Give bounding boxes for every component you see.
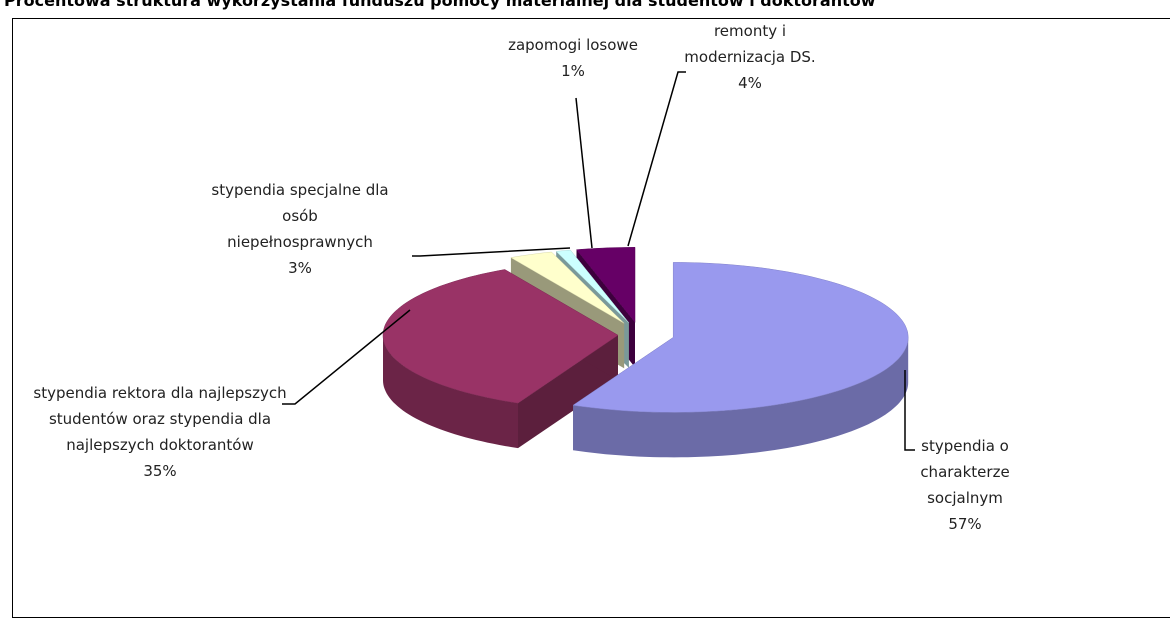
category-label: stypendia rektora dla najlepszych studen… xyxy=(33,384,287,454)
data-label: stypendia o charakterze socjalnym 57% xyxy=(890,433,1040,537)
slice-top xyxy=(576,247,636,324)
slice-wall xyxy=(573,337,909,458)
value-label: 3% xyxy=(288,259,312,277)
slice-top xyxy=(555,249,629,323)
data-label: zapomogi losowe 1% xyxy=(483,32,663,84)
data-label: remonty i modernizacja DS. 4% xyxy=(675,18,825,96)
leader-line xyxy=(575,97,593,249)
data-label: stypendia rektora dla najlepszych studen… xyxy=(25,380,295,484)
slice-wall xyxy=(383,335,518,449)
value-label: 1% xyxy=(561,62,585,80)
category-label: remonty i modernizacja DS. xyxy=(684,22,816,66)
leader-line xyxy=(627,71,686,247)
value-label: 35% xyxy=(143,462,177,480)
chart-title: Procentowa struktura wykorzystania fundu… xyxy=(4,0,876,10)
leader-line xyxy=(904,370,915,451)
page: {"chart_data": {"type": "pie3d", "title"… xyxy=(4,0,1170,618)
leader-line xyxy=(282,309,411,405)
value-label: 57% xyxy=(948,515,982,533)
category-label: zapomogi losowe xyxy=(508,36,638,54)
slice-top xyxy=(510,251,625,324)
chart xyxy=(282,71,915,458)
value-label: 4% xyxy=(738,74,762,92)
slice xyxy=(382,269,619,449)
slice xyxy=(572,262,909,458)
data-label: stypendia specjalne dla osób niepełnospr… xyxy=(210,177,390,281)
category-label: stypendia specjalne dla osób niepełnospr… xyxy=(211,181,389,251)
slice-top xyxy=(572,262,909,413)
slice-top xyxy=(382,269,619,404)
leader-line xyxy=(412,247,571,257)
category-label: stypendia o charakterze socjalnym xyxy=(920,437,1010,507)
